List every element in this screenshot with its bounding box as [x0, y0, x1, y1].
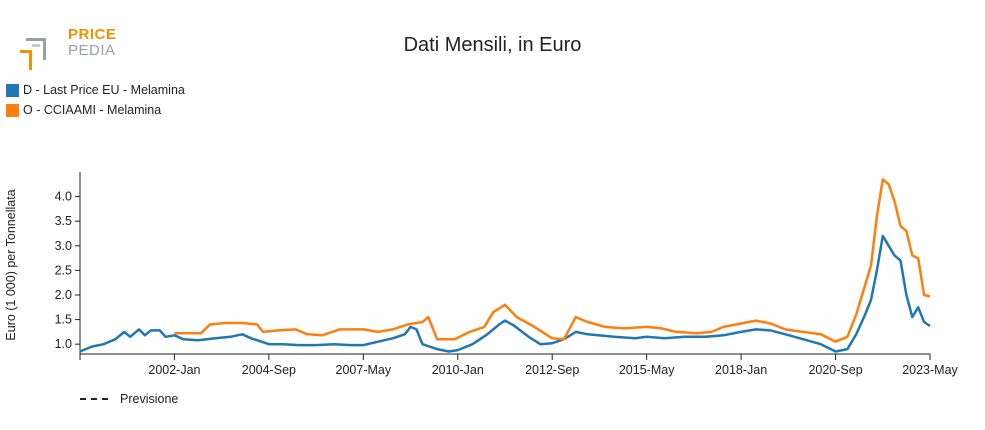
- y-tick-label: 3.5: [55, 214, 72, 228]
- chart-title: Dati Mensili, in Euro: [403, 34, 582, 56]
- y-tick-label: 2.5: [55, 263, 72, 277]
- x-axis: 2002-Jan 2004-Sep 2007-May 2010-Jan 2012-Sep…: [79, 353, 959, 377]
- x-tick-label: 2002-Jan: [148, 363, 200, 377]
- x-tick-label: 2020-Sep: [808, 363, 862, 377]
- x-tick-label: 2018-Jan: [715, 363, 767, 377]
- legend-swatch-last-price: [6, 83, 19, 97]
- logo-text-pedia: PEDIA: [68, 42, 116, 59]
- x-tick-label: 2012-Sep: [525, 363, 579, 377]
- forecast-label: Previsione: [120, 392, 179, 406]
- legend-item-cciaami[interactable]: O - CCIAAMI - Melamina: [6, 100, 185, 120]
- y-tick-label: 1.0: [55, 337, 72, 351]
- x-tick-label: 2010-Jan: [432, 363, 484, 377]
- legend-swatch-cciaami: [6, 103, 19, 117]
- y-tick-label: 1.5: [55, 313, 72, 327]
- logo-mark-icon: [20, 38, 46, 70]
- x-tick-label: 2015-May: [619, 363, 675, 377]
- legend-item-last-price[interactable]: D - Last Price EU - Melamina: [6, 80, 185, 100]
- forecast-legend: Previsione: [80, 392, 178, 406]
- x-tick-label: 2007-May: [336, 363, 392, 377]
- dashed-line-icon: [80, 398, 108, 400]
- y-tick-label: 3.0: [55, 239, 72, 253]
- legend-label-cciaami: O - CCIAAMI - Melamina: [23, 103, 162, 117]
- y-tick-label: 2.0: [55, 288, 72, 302]
- pricepedia-logo: PRICE PEDIA: [18, 24, 128, 72]
- y-axis: 1.0 1.5 2.0 2.5 3.0 3.5 4.0: [55, 172, 81, 354]
- x-tick-label: 2023-May: [902, 363, 958, 377]
- chart-legend: D - Last Price EU - Melamina O - CCIAAMI…: [6, 80, 185, 120]
- logo-text-price: PRICE: [68, 26, 117, 43]
- y-tick-label: 4.0: [55, 190, 72, 204]
- y-axis-title: Euro (1 000) per Tonnellata: [4, 189, 18, 340]
- series-line-last-price: [79, 234, 931, 353]
- plot-area: [79, 178, 931, 353]
- series-line-cciaami: [174, 178, 931, 343]
- x-tick-label: 2004-Sep: [242, 363, 296, 377]
- legend-label-last-price: D - Last Price EU - Melamina: [23, 83, 185, 97]
